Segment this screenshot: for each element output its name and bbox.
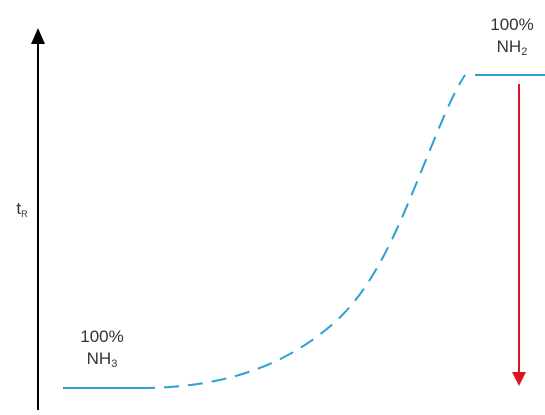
right-state-percent: 100% — [490, 15, 534, 34]
left-species-sub: 3 — [111, 358, 118, 370]
right-state-species: NH2 — [472, 36, 545, 63]
right-state-label: 100% NH2 — [472, 14, 545, 63]
y-axis-arrowhead — [31, 28, 45, 44]
y-axis-label-main: t — [16, 199, 22, 218]
right-species-main: NH — [496, 37, 522, 56]
right-species-sub: 2 — [521, 46, 528, 58]
y-axis-label-sub: R — [21, 209, 28, 219]
transition-curve — [139, 74, 466, 389]
left-state-species: NH3 — [62, 348, 142, 375]
red-arrowhead — [512, 372, 526, 386]
left-state-percent: 100% — [80, 327, 124, 346]
y-axis-label: tR — [8, 198, 36, 225]
left-species-main: NH — [86, 349, 112, 368]
left-state-label: 100% NH3 — [62, 326, 142, 375]
